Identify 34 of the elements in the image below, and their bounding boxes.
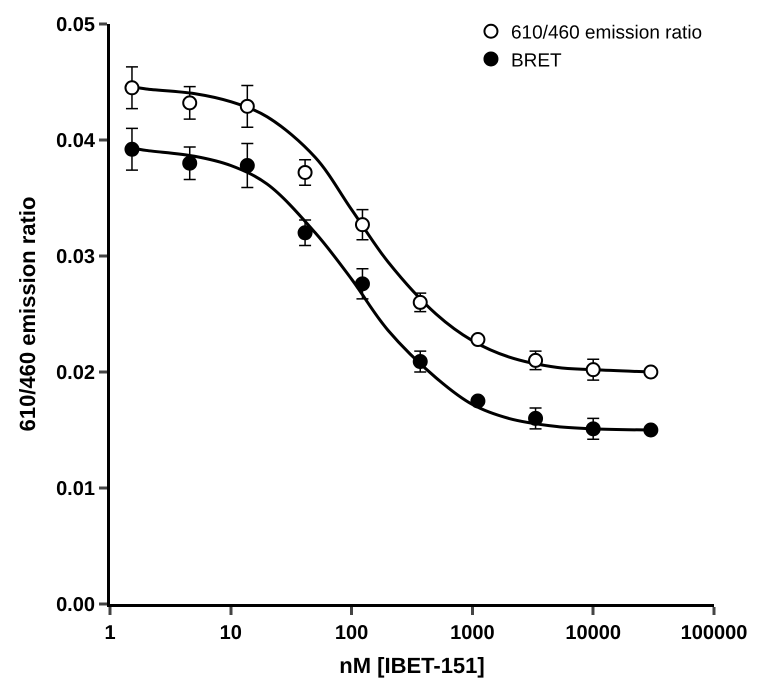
y-tick-label: 0.03 [56, 246, 95, 268]
y-axis-title: 610/460 emission ratio [14, 196, 40, 432]
point [182, 156, 198, 171]
point [470, 332, 486, 348]
point [586, 362, 601, 378]
point [240, 158, 255, 174]
point [586, 421, 601, 436]
x-tick-label: 10000 [565, 622, 622, 644]
point [412, 354, 428, 370]
point [643, 364, 658, 380]
x-tick-label: 1 [104, 622, 116, 644]
y-tick-label: 0.01 [56, 478, 95, 500]
point [354, 276, 370, 292]
x-tick-label: 10 [220, 622, 242, 644]
point [298, 164, 313, 180]
x-tick-label: 100000 [680, 622, 748, 644]
y-tick-label: 0.02 [56, 362, 95, 384]
x-tick-label: 1000 [450, 622, 495, 644]
point [298, 225, 313, 240]
x-axis-title: nM [IBET-151] [339, 652, 485, 678]
point [124, 80, 140, 96]
point [124, 142, 140, 157]
legend-label: 610/460 emission ratio [510, 22, 702, 44]
point [240, 98, 255, 114]
point [182, 95, 198, 110]
y-tick-label: 0.05 [56, 14, 95, 36]
point [643, 422, 658, 438]
point [528, 410, 544, 426]
point [354, 217, 370, 232]
x-tick-label: 100 [334, 622, 368, 644]
point [470, 394, 486, 408]
y-tick-label: 0.00 [56, 594, 95, 616]
legend-label: BRET [510, 50, 562, 72]
y-tick-label: 0.04 [56, 130, 96, 152]
